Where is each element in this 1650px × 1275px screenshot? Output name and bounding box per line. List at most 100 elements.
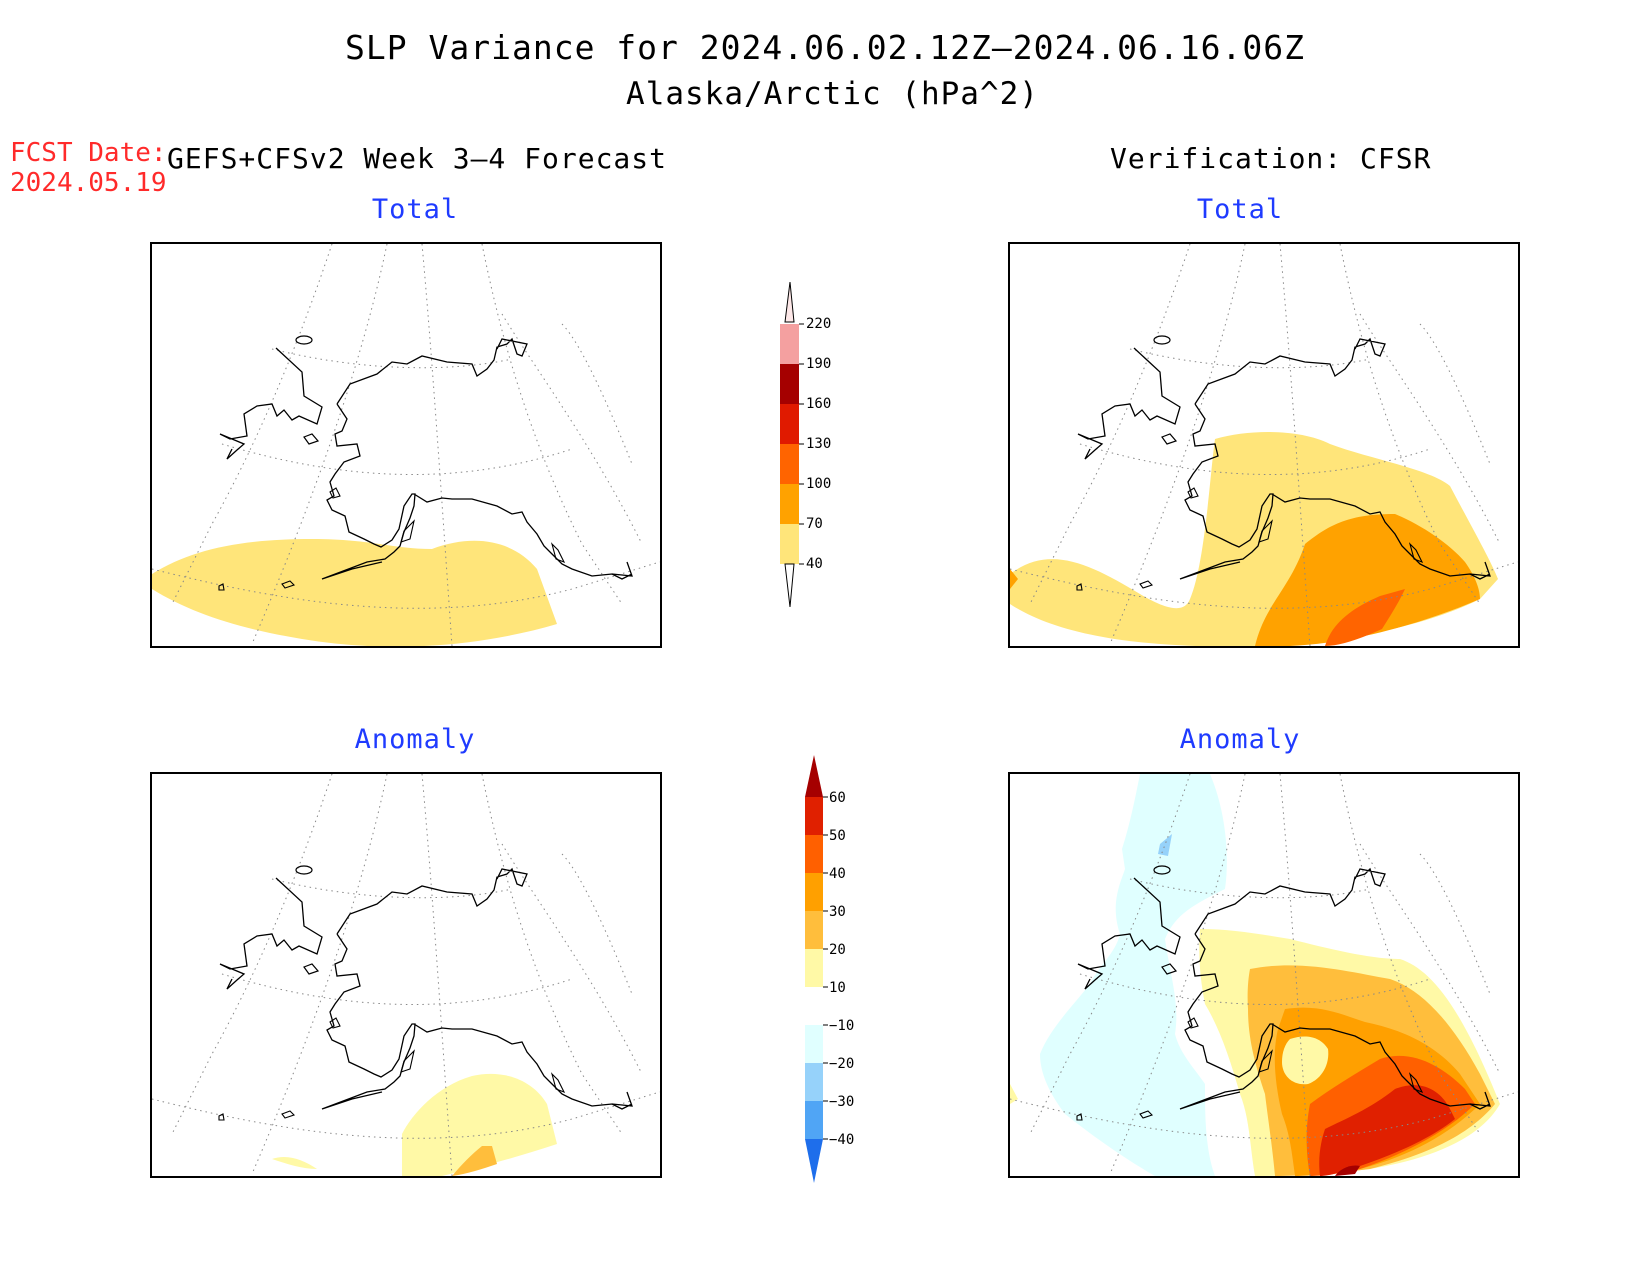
forecast-total-map: [150, 242, 662, 648]
anomaly-colorbar-box: [805, 987, 823, 1025]
total-colorbar-label: 220: [806, 316, 831, 332]
island-shumagin: [1139, 1110, 1154, 1119]
graticule-line: [1419, 323, 1491, 465]
verification-total-label: Total: [1196, 194, 1284, 225]
fill-20-30: [452, 1146, 497, 1176]
fill-50-60: [1319, 1085, 1455, 1176]
anomaly-colorbar: 60 50 40 30 20 10 −10 −20 −30 −40: [805, 755, 875, 1195]
forecast-date-value: 2024.05.19: [10, 168, 167, 198]
verification-anomaly-map: [1008, 772, 1520, 1178]
verification-anomaly-svg: [1010, 774, 1518, 1176]
island-aleutian: [1076, 1113, 1083, 1121]
fill-m20-m30: [1158, 834, 1172, 856]
island-alexander: [550, 1072, 566, 1094]
anomaly-colorbar-label: 30: [829, 904, 846, 920]
graticule-line: [501, 843, 643, 1075]
island-small: [329, 1017, 341, 1029]
island-shumagin: [1139, 580, 1154, 589]
verification-header: Verification: CFSR: [1110, 142, 1432, 175]
total-colorbar-label: 40: [806, 556, 823, 572]
forecast-date: FCST Date: 2024.05.19: [10, 138, 167, 198]
total-colorbar-box: [780, 324, 799, 364]
graticule-line: [1419, 853, 1491, 995]
fill-10-20-edge: [1010, 1084, 1018, 1104]
island-aleutian: [218, 1113, 225, 1121]
island-st-lawrence: [1153, 865, 1171, 875]
island-aleutian: [1076, 583, 1083, 591]
graticule-line: [271, 348, 513, 369]
coastline: [1077, 337, 1491, 580]
fill-m10-m20: [1040, 774, 1227, 1176]
forecast-anomaly-label: Anomaly: [354, 724, 476, 755]
anomaly-colorbar-box: [805, 1025, 823, 1063]
total-colorbar-box: [780, 404, 799, 444]
graticule-line: [251, 774, 388, 1175]
graticule-line: [1129, 348, 1371, 369]
island-nunivak: [303, 963, 320, 975]
verification-total-svg: [1010, 244, 1518, 646]
anomaly-colorbar-svg: 60 50 40 30 20 10 −10 −20 −30 −40: [805, 755, 854, 1183]
fill-40-70: [152, 539, 557, 646]
island-kodiak: [400, 519, 415, 543]
forecast-date-label: FCST Date:: [10, 138, 167, 168]
cbar-anom-bottom-triangle: [805, 1139, 823, 1183]
anomaly-colorbar-label: −40: [829, 1132, 854, 1148]
total-colorbar-box: [780, 484, 799, 524]
fill-30-40-hole: [1282, 1036, 1329, 1085]
island-alexander: [1408, 542, 1424, 564]
total-colorbar-label: 160: [806, 396, 831, 412]
forecast-anomaly-svg: [152, 774, 660, 1176]
island-nunivak: [303, 433, 320, 445]
coastline: [219, 867, 633, 1110]
anomaly-colorbar-label: −10: [829, 1018, 854, 1034]
coastline: [1077, 867, 1491, 1110]
graticule-line: [501, 313, 643, 545]
graticule-line: [1079, 443, 1431, 475]
coastline: [219, 337, 633, 580]
fill-10-20-main: [402, 1073, 557, 1176]
island-nunivak: [1161, 433, 1178, 445]
graticule-line: [1029, 244, 1191, 605]
island-alexander: [550, 542, 566, 564]
figure-subtitle: Alaska/Arctic (hPa^2): [626, 76, 1039, 112]
anomaly-colorbar-box: [805, 1101, 823, 1139]
forecast-header: GEFS+CFSv2 Week 3–4 Forecast: [167, 142, 668, 175]
total-colorbar-label: 130: [806, 436, 831, 452]
total-colorbar-label: 100: [806, 476, 831, 492]
anomaly-colorbar-label: 60: [829, 790, 846, 806]
total-colorbar: 40 70 100 130 160 190 220: [780, 281, 860, 612]
anomaly-colorbar-box: [805, 835, 823, 873]
island-nunivak: [1161, 963, 1178, 975]
graticule-line: [271, 878, 513, 899]
fill-10-20-small: [272, 1157, 317, 1169]
island-st-lawrence: [295, 335, 313, 345]
island-st-lawrence: [1153, 335, 1171, 345]
anomaly-colorbar-label: 20: [829, 942, 846, 958]
island-shumagin: [281, 1110, 296, 1119]
forecast-anomaly-map: [150, 772, 662, 1178]
island-aleutian: [218, 583, 225, 591]
anomaly-colorbar-label: 40: [829, 866, 846, 882]
fill-gt-60: [1335, 1165, 1360, 1176]
forecast-total-label: Total: [371, 194, 459, 225]
anomaly-colorbar-box: [805, 949, 823, 987]
island-alexander: [1408, 1072, 1424, 1094]
anomaly-colorbar-box: [805, 911, 823, 949]
island-small: [1187, 1017, 1199, 1029]
fill-100-130: [1325, 589, 1405, 646]
total-colorbar-label: 70: [806, 516, 823, 532]
total-colorbar-label: 190: [806, 356, 831, 372]
cbar-anom-top-triangle: [805, 755, 823, 797]
graticule-line: [1129, 878, 1371, 899]
cbar-total-top-triangle: [784, 281, 795, 323]
graticule-line: [1079, 973, 1431, 1005]
anomaly-colorbar-label: 50: [829, 828, 846, 844]
total-colorbar-svg: 40 70 100 130 160 190 220: [780, 281, 831, 608]
island-small: [1187, 487, 1199, 499]
graticule-line: [221, 443, 573, 475]
anomaly-colorbar-label: −30: [829, 1094, 854, 1110]
fill-edge-70-100: [1010, 569, 1018, 589]
anomaly-colorbar-box: [805, 1063, 823, 1101]
anomaly-colorbar-box: [805, 797, 823, 835]
cbar-total-bottom-triangle: [784, 563, 795, 608]
